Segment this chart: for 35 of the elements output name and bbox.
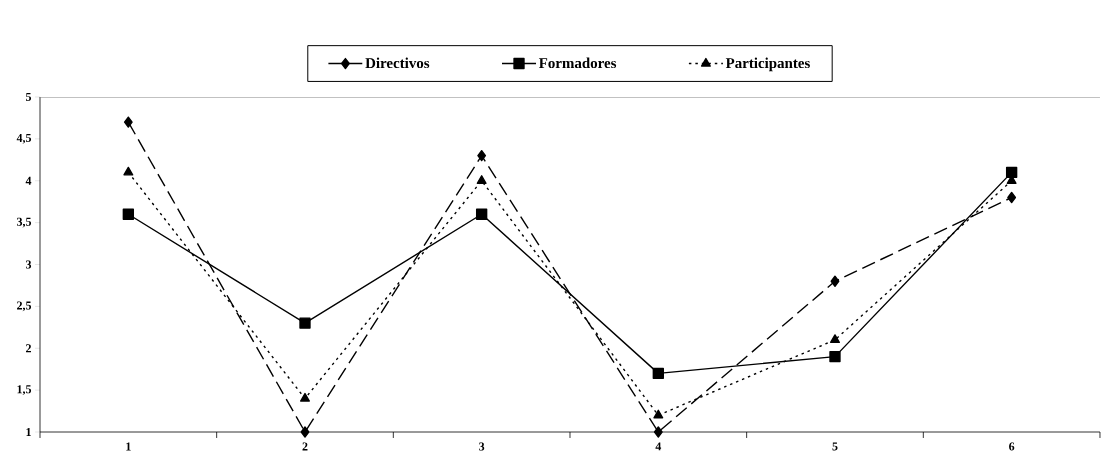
point: [1005, 166, 1018, 179]
x-tick-label: 6: [1009, 442, 1015, 451]
point: [475, 208, 488, 220]
point: [299, 392, 311, 402]
x-tick-label: 3: [479, 442, 485, 451]
point: [653, 426, 663, 438]
point: [1007, 191, 1017, 204]
y-tick-label: 4,5: [16, 134, 32, 144]
point: [476, 175, 487, 184]
y-tick-label: 2,5: [17, 301, 32, 312]
point: [830, 275, 840, 287]
point: [123, 116, 133, 128]
point: [829, 350, 841, 363]
y-tick-label: 3: [25, 260, 32, 269]
x-tick-label: 1: [126, 442, 131, 451]
legend-label: Formadores: [538, 57, 617, 69]
point: [652, 367, 664, 380]
point: [829, 334, 840, 344]
point: [477, 149, 487, 162]
y-tick-label: 1,5: [17, 385, 32, 395]
point: [299, 317, 311, 329]
y-tick-label: 1: [26, 428, 31, 436]
y-tick-label: 4: [25, 176, 32, 185]
y-tick-label: 2: [26, 344, 31, 353]
point: [122, 208, 135, 220]
x-tick-label: 4: [655, 442, 662, 451]
point: [123, 166, 134, 176]
y-tick-label: 3,5: [17, 217, 32, 228]
x-tick-label: 2: [302, 442, 308, 451]
point: [300, 426, 310, 438]
legend-label: Directivos: [365, 57, 430, 69]
x-tick-label: 5: [832, 442, 838, 451]
legend-label: Participantes: [725, 57, 810, 72]
y-tick-label: 5: [26, 93, 32, 101]
point: [653, 409, 664, 419]
